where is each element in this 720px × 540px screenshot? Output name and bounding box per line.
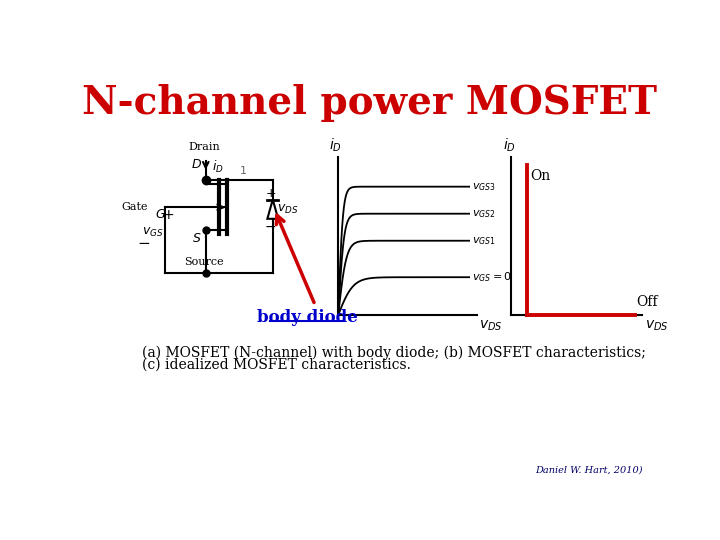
Text: $v_{GS3}$: $v_{GS3}$ xyxy=(472,181,496,193)
Text: +: + xyxy=(265,187,276,200)
Text: $i_D$: $i_D$ xyxy=(330,137,342,154)
Text: $v_{GS1}$: $v_{GS1}$ xyxy=(472,235,496,247)
Text: Drain: Drain xyxy=(189,142,220,152)
Text: Source: Source xyxy=(184,257,224,267)
Text: $v_{GS}=0$: $v_{GS}=0$ xyxy=(472,271,512,284)
Text: Gate: Gate xyxy=(122,202,148,212)
Text: $v_{DS}$: $v_{DS}$ xyxy=(479,318,503,333)
Text: −: − xyxy=(137,235,150,251)
Text: $D$: $D$ xyxy=(191,158,202,171)
Text: −: − xyxy=(265,219,276,233)
Text: $v_{GS}$: $v_{GS}$ xyxy=(142,226,163,239)
Text: N-channel power MOSFET: N-channel power MOSFET xyxy=(81,84,657,122)
Text: $S$: $S$ xyxy=(192,232,202,245)
Text: Off: Off xyxy=(636,295,657,309)
Text: $i_D$: $i_D$ xyxy=(212,159,224,176)
Text: body diode: body diode xyxy=(257,309,358,326)
Text: On: On xyxy=(531,168,551,183)
Text: 1: 1 xyxy=(240,166,247,176)
Text: $v_{DS}$: $v_{DS}$ xyxy=(644,318,668,333)
Text: $G$: $G$ xyxy=(155,208,166,221)
Text: (c) idealized MOSFET characteristics.: (c) idealized MOSFET characteristics. xyxy=(142,358,410,372)
Text: $v_{DS}$: $v_{DS}$ xyxy=(276,202,298,215)
Text: $i_D$: $i_D$ xyxy=(503,137,516,154)
Text: (a) MOSFET (N-channel) with body diode; (b) MOSFET characteristics;: (a) MOSFET (N-channel) with body diode; … xyxy=(142,346,646,360)
Text: $v_{GS2}$: $v_{GS2}$ xyxy=(472,208,496,220)
Text: +: + xyxy=(163,208,175,222)
Text: Daniel W. Hart, 2010): Daniel W. Hart, 2010) xyxy=(535,465,642,475)
